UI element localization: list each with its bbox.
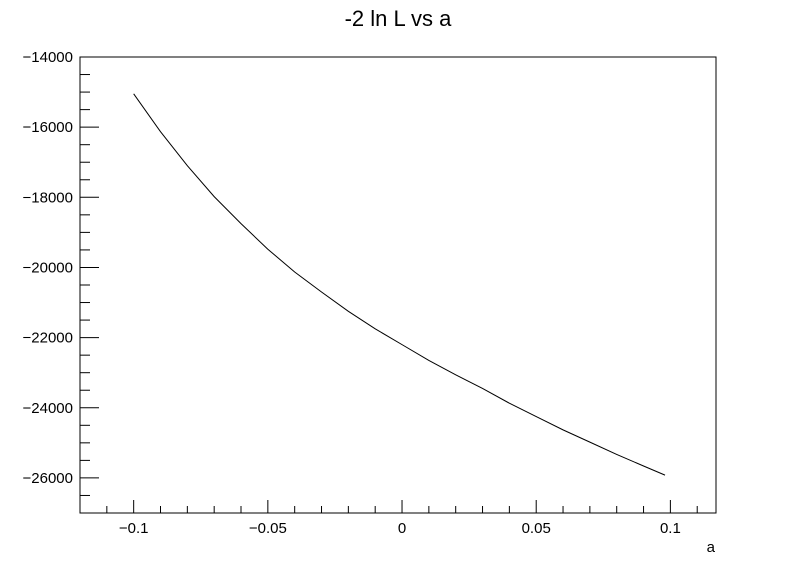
x-tick-label: −0.1 xyxy=(119,520,149,537)
y-tick-label: −26000 xyxy=(23,470,73,487)
y-tick-label: −18000 xyxy=(23,189,73,206)
x-axis-ticks xyxy=(79,500,698,513)
y-tick-label: −20000 xyxy=(23,259,73,276)
x-axis-title: a xyxy=(707,539,716,556)
x-tick-label: 0.1 xyxy=(660,520,681,537)
y-tick-label: −14000 xyxy=(23,49,73,66)
y-axis-tick-labels: −26000 −24000 −22000 −20000 −18000 −16000 −140… xyxy=(23,49,73,487)
y-axis-ticks xyxy=(80,56,99,514)
series-layer xyxy=(133,93,666,476)
x-tick-label: 0.05 xyxy=(522,520,551,537)
x-tick-label: −0.05 xyxy=(249,520,287,537)
chart-title: -2 ln L vs a xyxy=(344,6,452,31)
x-axis-tick-labels: −0.1 −0.05 0 0.05 0.1 xyxy=(119,520,681,537)
y-tick-label: −16000 xyxy=(23,119,73,136)
series-line xyxy=(133,93,666,476)
y-tick-label: −22000 xyxy=(23,330,73,347)
plot-frame xyxy=(79,56,717,514)
y-tick-label: −24000 xyxy=(23,400,73,417)
x-tick-label: 0 xyxy=(398,520,406,537)
